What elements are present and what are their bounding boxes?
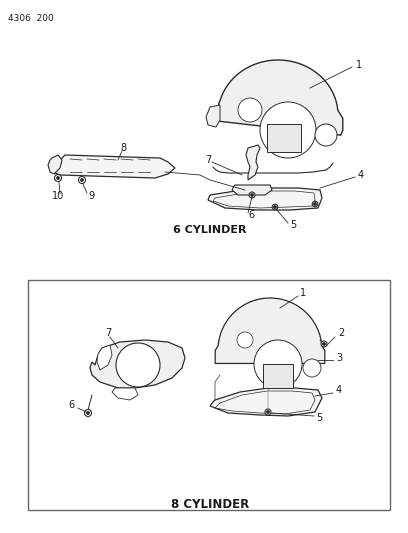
Text: 8 CYLINDER: 8 CYLINDER	[171, 498, 249, 511]
Text: 4: 4	[336, 385, 342, 395]
Circle shape	[315, 124, 337, 146]
Circle shape	[272, 204, 278, 210]
Circle shape	[55, 174, 62, 182]
Polygon shape	[219, 60, 343, 135]
Circle shape	[84, 409, 91, 416]
Circle shape	[323, 343, 325, 345]
FancyBboxPatch shape	[263, 364, 293, 388]
Circle shape	[249, 192, 255, 198]
Circle shape	[238, 98, 262, 122]
Circle shape	[254, 340, 302, 388]
Circle shape	[78, 176, 86, 183]
Text: 6: 6	[68, 400, 74, 410]
Text: 1: 1	[356, 60, 362, 70]
Circle shape	[81, 179, 83, 181]
Circle shape	[251, 194, 253, 196]
Circle shape	[265, 409, 271, 415]
Text: 5: 5	[290, 220, 296, 230]
Circle shape	[267, 411, 269, 413]
Text: 8: 8	[120, 143, 126, 153]
Text: 3: 3	[336, 353, 342, 363]
Circle shape	[274, 206, 276, 208]
FancyBboxPatch shape	[267, 124, 301, 152]
Polygon shape	[90, 340, 185, 388]
Polygon shape	[215, 298, 325, 364]
Polygon shape	[97, 345, 112, 370]
Text: 6 CYLINDER: 6 CYLINDER	[173, 225, 247, 235]
Text: 6: 6	[248, 210, 254, 220]
Text: 4: 4	[358, 170, 364, 180]
Polygon shape	[112, 388, 138, 400]
Text: 9: 9	[88, 191, 94, 201]
Circle shape	[57, 177, 59, 179]
Bar	[28, 280, 390, 510]
Circle shape	[312, 201, 318, 207]
Text: 1: 1	[300, 288, 306, 298]
Text: 10: 10	[52, 191, 64, 201]
Polygon shape	[210, 388, 322, 416]
Polygon shape	[50, 155, 175, 178]
Circle shape	[314, 203, 316, 205]
Polygon shape	[208, 188, 322, 210]
Circle shape	[116, 343, 160, 387]
Polygon shape	[232, 185, 272, 195]
Text: 5: 5	[316, 413, 322, 423]
Circle shape	[237, 332, 253, 348]
Polygon shape	[206, 105, 220, 127]
Text: 7: 7	[105, 328, 111, 338]
Circle shape	[303, 359, 321, 377]
Circle shape	[260, 102, 316, 158]
Text: 7: 7	[205, 155, 211, 165]
Circle shape	[321, 341, 327, 347]
Text: 2: 2	[338, 328, 344, 338]
Polygon shape	[246, 145, 260, 180]
Text: 4306  200: 4306 200	[8, 14, 54, 23]
Circle shape	[87, 412, 89, 414]
Polygon shape	[48, 155, 62, 174]
